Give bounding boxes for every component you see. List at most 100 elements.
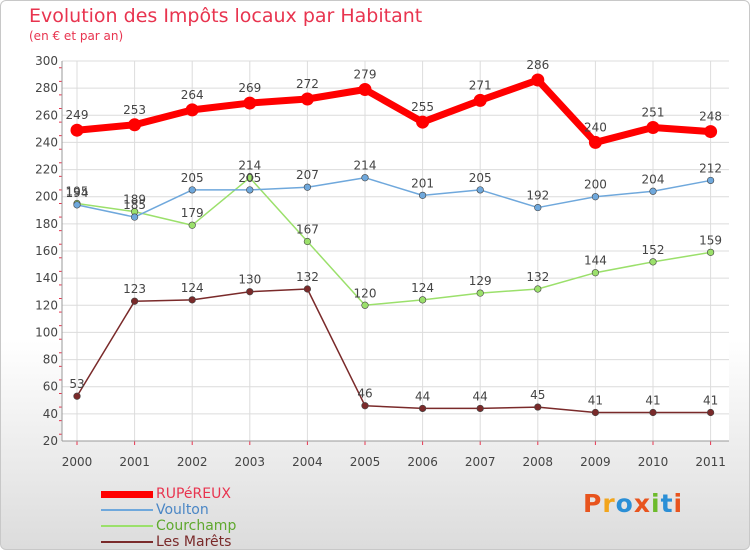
data-label: 53: [69, 377, 84, 391]
proxiti-logo: Proxiti: [583, 489, 683, 518]
x-tick-label: 2009: [580, 455, 611, 469]
data-label: 129: [469, 274, 492, 288]
data-label: 194: [66, 186, 89, 200]
series-line: [76, 76, 711, 146]
data-point: [188, 296, 196, 304]
data-point: [419, 191, 427, 199]
data-point: [531, 73, 545, 87]
data-point: [419, 296, 427, 304]
logo-letter: i: [673, 489, 684, 518]
data-label: 200: [584, 178, 607, 192]
data-point: [246, 288, 254, 296]
legend-label: RUPéREUX: [156, 486, 231, 502]
data-label: 123: [123, 282, 146, 296]
data-point: [534, 403, 542, 411]
x-tick-label: 2007: [465, 455, 496, 469]
data-label: 41: [703, 394, 718, 408]
x-tick-label: 2008: [523, 455, 554, 469]
data-point: [416, 115, 430, 129]
data-label: 192: [526, 189, 549, 203]
data-point: [128, 118, 142, 132]
logo-letter: o: [615, 489, 634, 518]
y-tick-label: 160: [35, 244, 58, 258]
data-point: [361, 301, 369, 309]
y-tick-label: 20: [43, 434, 58, 448]
data-label: 272: [296, 77, 319, 91]
data-label: 271: [469, 78, 492, 92]
logo-letter: t: [660, 489, 674, 518]
data-label: 248: [699, 110, 722, 124]
data-point: [704, 125, 718, 139]
y-tick-label: 260: [35, 108, 58, 122]
legend-swatch: [101, 525, 153, 527]
data-label: 205: [181, 171, 204, 185]
x-tick-label: 2002: [177, 455, 208, 469]
x-tick-label: 2004: [292, 455, 323, 469]
logo-letter: P: [583, 489, 603, 518]
data-point: [361, 402, 369, 410]
x-tick-label: 2001: [119, 455, 150, 469]
data-label: 159: [699, 233, 722, 247]
data-point: [476, 404, 484, 413]
data-label: 279: [354, 68, 377, 82]
data-label: 41: [645, 394, 660, 408]
y-tick-label: 240: [35, 135, 58, 149]
data-label: 130: [238, 273, 261, 287]
data-point: [649, 408, 657, 417]
data-label: 44: [473, 389, 488, 403]
series-line: [76, 176, 711, 218]
data-point: [591, 269, 600, 277]
data-point: [706, 248, 715, 256]
data-point: [188, 186, 196, 194]
data-label: 120: [354, 286, 377, 300]
data-label: 45: [530, 388, 545, 402]
data-point: [70, 123, 84, 137]
data-point: [534, 203, 542, 212]
data-point: [73, 201, 81, 209]
y-tick-label: 220: [35, 163, 58, 177]
data-label: 132: [296, 270, 319, 284]
data-label: 41: [588, 394, 603, 408]
data-label: 189: [123, 193, 146, 207]
y-tick-label: 280: [35, 81, 58, 95]
data-label: 212: [699, 161, 722, 175]
data-label: 204: [642, 172, 665, 186]
chart-subtitle: (en € et par an): [29, 29, 124, 43]
data-label: 251: [642, 106, 665, 120]
data-point: [303, 237, 312, 246]
data-label: 201: [411, 176, 434, 190]
y-tick-label: 100: [35, 325, 58, 339]
data-label: 46: [357, 387, 372, 401]
data-point: [646, 121, 660, 134]
legend-swatch: [101, 509, 153, 511]
legend-label: Les Marêts: [156, 534, 232, 550]
data-point: [361, 174, 369, 182]
data-point: [303, 285, 312, 293]
legend-label: Courchamp: [156, 518, 237, 534]
data-label: 264: [181, 88, 204, 102]
data-label: 195: [66, 185, 89, 199]
data-label: 144: [584, 254, 607, 268]
x-tick-label: 2003: [235, 455, 266, 469]
data-label: 269: [238, 81, 261, 95]
data-point: [303, 183, 312, 191]
logo-letter: i: [651, 489, 661, 518]
x-tick-label: 2005: [350, 455, 381, 469]
data-point: [419, 404, 427, 413]
data-label: 152: [642, 243, 665, 257]
logo-letter: r: [602, 489, 616, 518]
data-label: 253: [123, 103, 146, 117]
data-point: [649, 187, 657, 195]
y-tick-label: 200: [35, 190, 58, 204]
y-tick-label: 120: [35, 298, 58, 312]
x-tick-label: 2010: [638, 455, 669, 469]
data-point: [358, 83, 372, 96]
data-point: [300, 92, 314, 106]
data-label: 124: [181, 281, 204, 295]
data-point: [476, 289, 484, 297]
data-label: 214: [238, 159, 261, 173]
y-tick-label: 300: [35, 54, 58, 68]
chart-title: Evolution des Impôts locaux par Habitant: [29, 5, 423, 27]
data-point: [246, 174, 254, 182]
